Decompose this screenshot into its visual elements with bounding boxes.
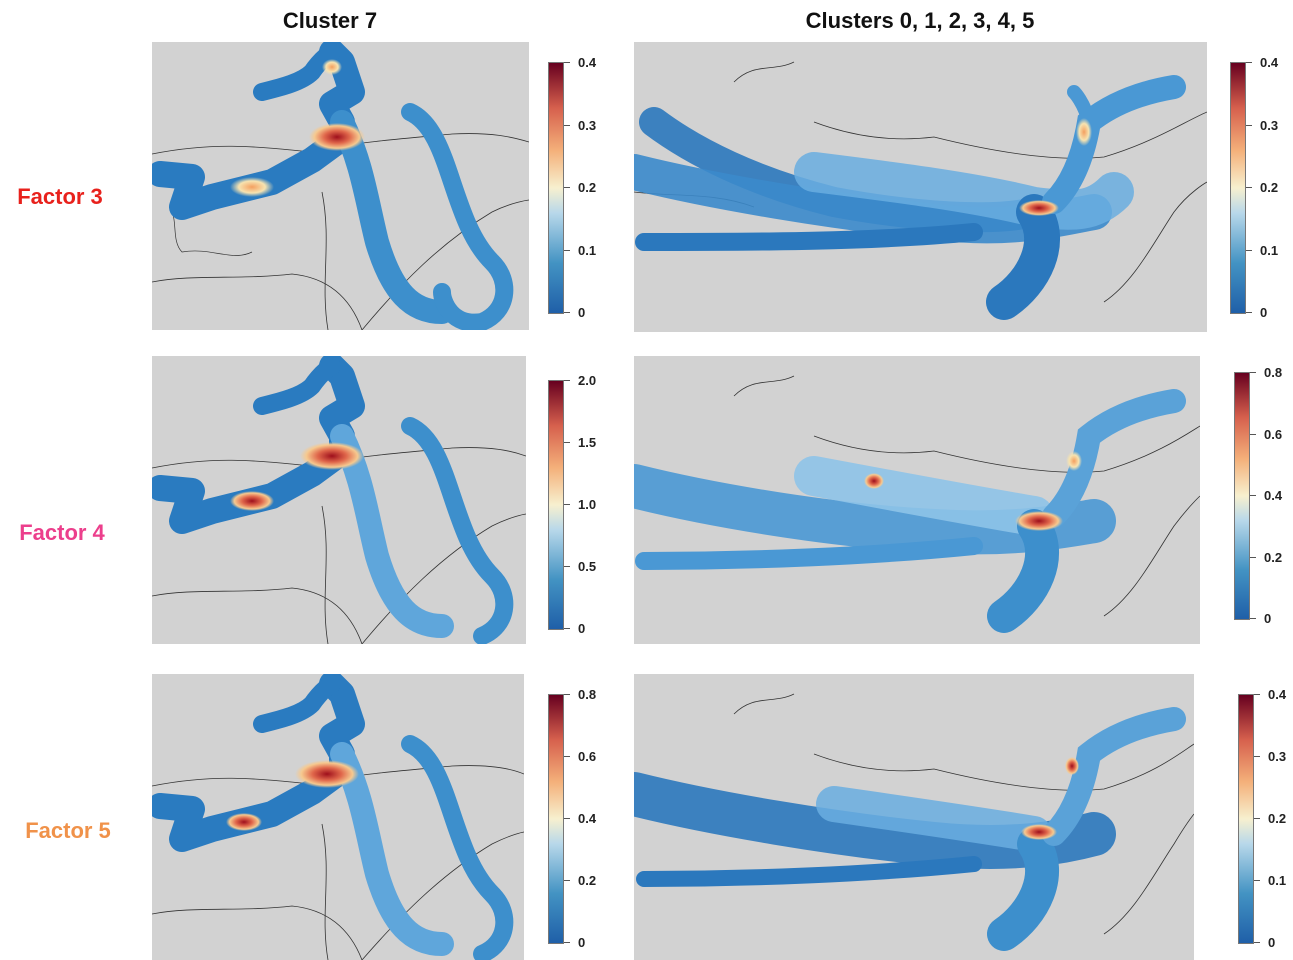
column-title-cluster-7: Cluster 7 — [282, 8, 378, 33]
colorbar-6-tick-label: 0.2 — [1268, 811, 1287, 826]
colorbar-6-tick-label: 0.1 — [1268, 873, 1287, 888]
colorbar-5-tick-label: 0 — [578, 935, 586, 950]
colorbar-6-tick-label: 0.4 — [1268, 687, 1287, 702]
map-cluster7-factor5 — [152, 674, 524, 960]
colorbar-4-tick-mark — [1250, 495, 1256, 496]
colorbar-2-tick-label: 0.4 — [1260, 55, 1279, 70]
colorbar-4-tick-mark — [1250, 372, 1256, 373]
colorbar-4-tick-mark — [1250, 556, 1256, 558]
colorbar-3-tick-mark — [564, 566, 570, 567]
colorbar-1-tick-label: 0.2 — [578, 180, 597, 195]
colorbar-4-tick-label: 0.8 — [1264, 365, 1283, 380]
map-cluster7-factor4 — [152, 356, 526, 644]
colorbar-3-tick-label: 1.5 — [578, 435, 597, 450]
colorbar-1-tick-mark — [564, 187, 570, 188]
colorbar-6-tick-mark — [1254, 694, 1260, 695]
colorbar-6-tick-mark — [1254, 942, 1260, 943]
colorbar-4-tick-label: 0.6 — [1264, 426, 1283, 442]
colorbar-3-tick-mark — [564, 442, 570, 443]
colorbar-2 — [1230, 62, 1246, 314]
colorbar-2-tick-mark — [1246, 187, 1252, 188]
colorbar-3-tick-label: 2.0 — [578, 373, 597, 388]
colorbar-2-tick-mark — [1246, 124, 1252, 126]
map-clusters0-5-factor3 — [634, 42, 1207, 332]
colorbar-6-tick-mark — [1254, 756, 1260, 757]
colorbar-3-tick-label: 0.5 — [578, 559, 597, 574]
colorbar-2-tick-label: 0.1 — [1260, 242, 1279, 258]
colorbar-1-tick-label: 0.1 — [578, 242, 597, 258]
colorbar-2-tick-label: 0.3 — [1260, 117, 1279, 133]
colorbar-1-tick-label: 0.4 — [578, 55, 597, 70]
colorbar-5-tick-mark — [564, 942, 570, 943]
colorbar-1 — [548, 62, 564, 314]
column-title-clusters-0-5: Clusters 0, 1, 2, 3, 4, 5 — [805, 8, 1035, 33]
row-label-factor-3: Factor 3 — [17, 184, 103, 209]
colorbar-3-tick-mark — [564, 380, 570, 381]
colorbar-5-tick-label: 0.8 — [578, 687, 597, 702]
colorbar-5-tick-mark — [564, 694, 570, 695]
colorbar-2-tick-label: 0 — [1260, 305, 1268, 320]
colorbar-5-tick-label: 0.2 — [578, 873, 597, 888]
colorbar-2-tick-label: 0.2 — [1260, 180, 1279, 195]
row-label-factor-5: Factor 5 — [25, 818, 111, 843]
colorbar-6-tick-label: 0.3 — [1268, 749, 1287, 764]
map-clusters0-5-factor5 — [634, 674, 1194, 960]
colorbar-2-tick-mark — [1246, 62, 1252, 63]
colorbar-5-tick-mark — [564, 880, 570, 881]
colorbar-4-tick-label: 0.4 — [1264, 488, 1283, 503]
colorbar-1-tick-mark — [564, 312, 570, 313]
colorbar-3-tick-mark — [564, 504, 570, 505]
colorbar-1-tick-mark — [564, 124, 570, 126]
colorbar-6-tick-mark — [1254, 880, 1260, 881]
colorbar-4-tick-mark — [1250, 618, 1256, 619]
colorbar-5 — [548, 694, 564, 944]
colorbar-3-tick-label: 1.0 — [578, 497, 597, 512]
colorbar-4 — [1234, 372, 1250, 620]
colorbar-5-tick-mark — [564, 756, 570, 757]
map-clusters0-5-factor4 — [634, 356, 1200, 644]
colorbar-1-tick-label: 0 — [578, 305, 586, 320]
colorbar-6 — [1238, 694, 1254, 944]
colorbar-6-tick-mark — [1254, 818, 1260, 819]
colorbar-4-tick-label: 0 — [1264, 611, 1272, 626]
colorbar-6-tick-label: 0 — [1268, 935, 1276, 950]
map-cluster7-factor3 — [152, 42, 529, 330]
colorbar-2-tick-mark — [1246, 249, 1252, 251]
colorbar-4-tick-label: 0.2 — [1264, 549, 1283, 565]
colorbar-1-tick-mark — [564, 249, 570, 251]
colorbar-4-tick-mark — [1250, 433, 1256, 435]
colorbar-5-tick-label: 0.6 — [578, 749, 597, 764]
colorbar-5-tick-label: 0.4 — [578, 811, 597, 826]
colorbar-1-tick-mark — [564, 62, 570, 63]
colorbar-5-tick-mark — [564, 818, 570, 819]
colorbar-2-tick-mark — [1246, 312, 1252, 313]
colorbar-3-tick-mark — [564, 628, 570, 629]
colorbar-3 — [548, 380, 564, 630]
colorbar-1-tick-label: 0.3 — [578, 117, 597, 133]
row-label-factor-4: Factor 4 — [19, 520, 105, 545]
colorbar-3-tick-label: 0 — [578, 621, 586, 636]
